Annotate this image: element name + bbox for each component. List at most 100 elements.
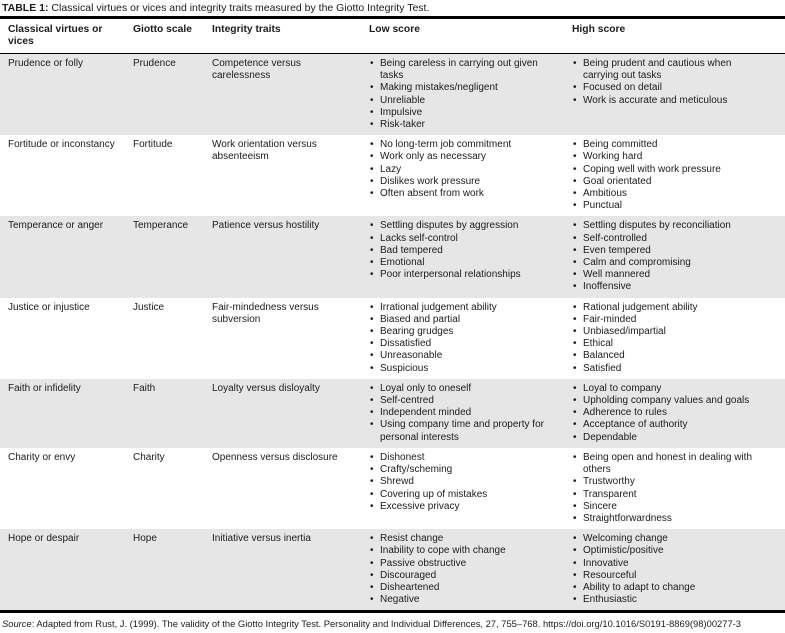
table-row: Temperance or anger Temperance Patience … (0, 216, 785, 298)
high-score-list: Loyal to companyUpholding company values… (572, 383, 779, 444)
list-item: Self-controlled (572, 233, 769, 245)
list-item: Passive obstructive (369, 558, 562, 570)
trait-cell: Fair-mindedness versus subversion (212, 301, 319, 325)
virtue-cell: Faith or infidelity (8, 382, 81, 394)
list-item: Unreasonable (369, 350, 562, 362)
list-item: Sincere (572, 501, 769, 513)
list-item: Being prudent and cautious when carrying… (572, 58, 769, 82)
list-item: Transparent (572, 489, 769, 501)
list-item: Ambitious (572, 188, 769, 200)
list-item: Loyal only to oneself (369, 383, 562, 395)
low-score-list: Settling disputes by aggressionLacks sel… (369, 220, 572, 293)
list-item: Coping well with work pressure (572, 164, 769, 176)
trait-cell: Openness versus disclosure (212, 451, 338, 463)
list-item: Suspicious (369, 363, 562, 375)
list-item: Emotional (369, 257, 562, 269)
header-rule (0, 53, 785, 54)
list-item: Disheartened (369, 582, 562, 594)
source-text: : Adapted from Rust, J. (1999). The vali… (31, 618, 742, 630)
list-item: Acceptance of authority (572, 419, 769, 431)
table-header-row: Classical virtues or vices Giotto scale … (0, 19, 785, 53)
list-item: Adherence to rules (572, 407, 769, 419)
list-item: Trustworthy (572, 476, 769, 488)
list-item: Work only as necessary (369, 151, 562, 163)
scale-cell: Hope (133, 533, 157, 545)
trait-cell: Initiative versus inertia (212, 533, 311, 545)
high-score-list: Welcoming changeOptimistic/positiveInnov… (572, 533, 779, 606)
list-item: Bad tempered (369, 245, 562, 257)
list-item: Dependable (572, 432, 769, 444)
list-item: Welcoming change (572, 533, 769, 545)
table-row: Justice or injustice Justice Fair-minded… (0, 297, 785, 379)
list-item: Impulsive (369, 107, 562, 119)
list-item: Innovative (572, 558, 769, 570)
virtue-cell: Prudence or folly (8, 58, 84, 69)
virtue-cell: Charity or envy (8, 451, 76, 463)
list-item: Rational judgement ability (572, 302, 769, 314)
column-header-integrity-traits: Integrity traits (212, 24, 281, 35)
list-item: Biased and partial (369, 314, 562, 326)
trait-cell: Competence versus carelessness (212, 58, 301, 82)
list-item: Goal orientated (572, 176, 769, 188)
list-item: Well mannered (572, 269, 769, 281)
list-item: Poor interpersonal relationships (369, 269, 562, 281)
scale-cell: Fortitude (133, 139, 173, 151)
list-item: Inability to cope with change (369, 545, 562, 557)
low-score-list: Being careless in carrying out given tas… (369, 58, 572, 131)
low-score-list: Resist changeInability to cope with chan… (369, 533, 572, 606)
list-item: Enthusiastic (572, 594, 769, 606)
table-row: Charity or envy Charity Openness versus … (0, 447, 785, 530)
scale-cell: Temperance (133, 220, 189, 232)
scale-cell: Justice (133, 301, 165, 313)
list-item: Settling disputes by reconciliation (572, 220, 769, 232)
list-item: Being open and honest in dealing with ot… (572, 452, 769, 476)
list-item: Dissatisfied (369, 338, 562, 350)
top-rule (0, 16, 785, 19)
table-row: Prudence or folly Prudence Competence ve… (0, 54, 785, 136)
list-item: Making mistakes/negligent (369, 82, 562, 94)
high-score-list: Settling disputes by reconciliationSelf-… (572, 220, 779, 293)
list-item: Self-centred (369, 395, 562, 407)
list-item: Optimistic/positive (572, 545, 769, 557)
list-item: Using company time and property for pers… (369, 419, 562, 443)
list-item: Independent minded (369, 407, 562, 419)
list-item: Excessive privacy (369, 501, 562, 513)
list-item: Unbiased/impartial (572, 326, 769, 338)
virtue-cell: Temperance or anger (8, 220, 104, 232)
list-item: Ability to adapt to change (572, 582, 769, 594)
list-item: Resist change (369, 533, 562, 545)
list-item: Calm and compromising (572, 257, 769, 269)
table-row: Fortitude or inconstancy Fortitude Work … (0, 135, 785, 217)
trait-cell: Work orientation versus absenteeism (212, 139, 317, 163)
virtue-cell: Fortitude or inconstancy (8, 139, 115, 151)
virtue-cell: Hope or despair (8, 533, 80, 545)
list-item: Balanced (572, 350, 769, 362)
list-item: Focused on detail (572, 82, 769, 94)
column-header-low-score: Low score (369, 24, 420, 35)
list-item: Discouraged (369, 570, 562, 582)
list-item: Even tempered (572, 245, 769, 257)
list-item: Bearing grudges (369, 326, 562, 338)
scale-cell: Charity (133, 451, 165, 463)
virtue-cell: Justice or injustice (8, 301, 90, 313)
list-item: Satisfied (572, 363, 769, 375)
list-item: Settling disputes by aggression (369, 220, 562, 232)
high-score-list: Being committedWorking hardCoping well w… (572, 139, 779, 212)
list-item: Straightforwardness (572, 513, 769, 525)
scale-cell: Faith (133, 382, 156, 394)
list-item: Being committed (572, 139, 769, 151)
table-row: Hope or despair Hope Initiative versus i… (0, 529, 785, 611)
list-item: Unreliable (369, 95, 562, 107)
list-item: No long-term job commitment (369, 139, 562, 151)
table-title-text: Classical virtues or vices and integrity… (48, 2, 430, 14)
list-item: Loyal to company (572, 383, 769, 395)
table-body: Prudence or folly Prudence Competence ve… (0, 54, 785, 611)
scale-cell: Prudence (133, 58, 176, 69)
list-item: Irrational judgement ability (369, 302, 562, 314)
column-header-giotto-scale: Giotto scale (133, 24, 192, 35)
list-item: Ethical (572, 338, 769, 350)
list-item: Punctual (572, 200, 769, 212)
source-label: Source (2, 618, 32, 630)
list-item: Covering up of mistakes (369, 489, 562, 501)
